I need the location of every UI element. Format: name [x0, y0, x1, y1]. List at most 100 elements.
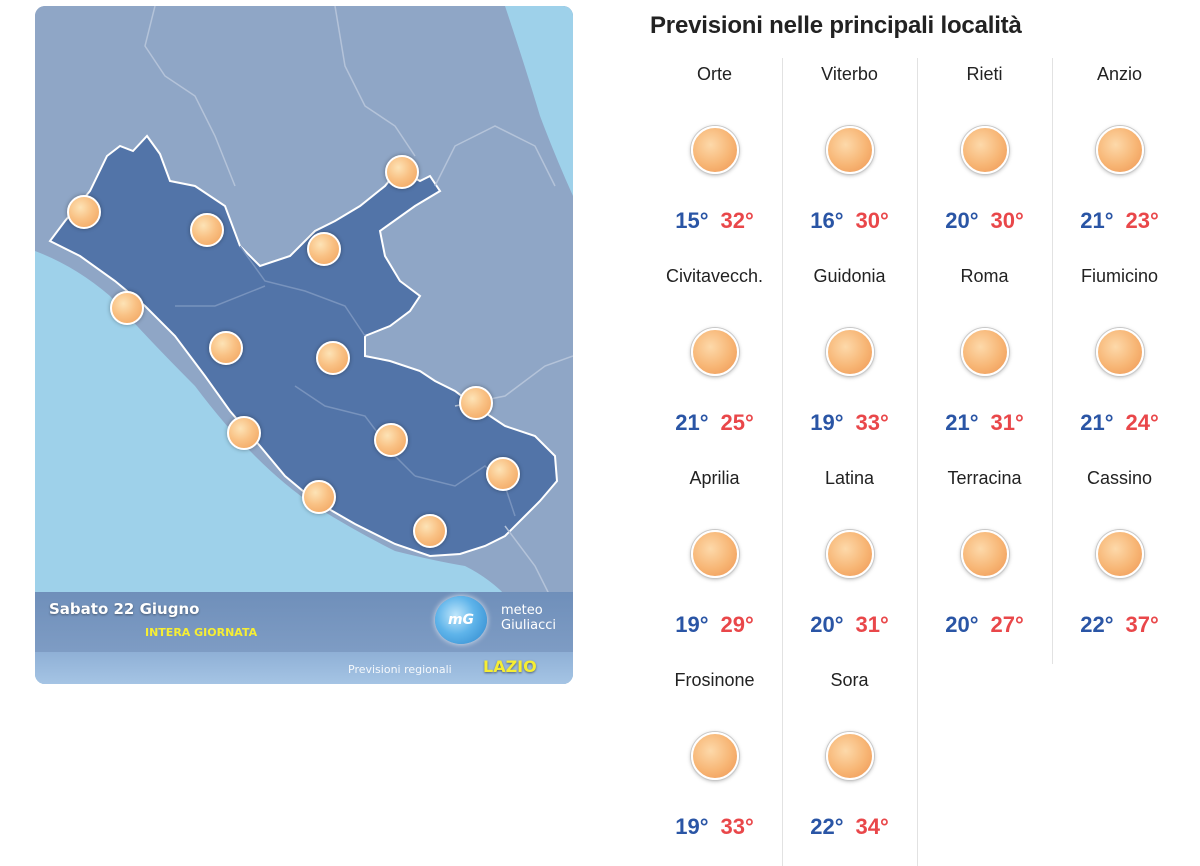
city-forecast-sora[interactable]: Sora 22° 34°	[782, 664, 918, 866]
sun-icon	[826, 732, 874, 780]
max-temperature: 27°	[990, 612, 1024, 637]
sun-icon	[826, 530, 874, 578]
max-temperature: 33°	[855, 410, 889, 435]
temperature-range: 21° 24°	[1052, 410, 1187, 436]
brand-logo[interactable]: mG	[435, 596, 487, 644]
region-border	[434, 125, 556, 187]
regional-forecast-label: Previsioni regionali	[348, 663, 452, 676]
sun-icon	[413, 514, 447, 548]
city-name: Civitavecch.	[665, 266, 764, 286]
min-temperature: 21°	[675, 410, 709, 435]
sun-icon	[1096, 126, 1144, 174]
city-forecast-guidonia[interactable]: Guidonia 19° 33°	[782, 260, 918, 462]
temperature-range: 21° 31°	[917, 410, 1052, 436]
sun-icon	[307, 232, 341, 266]
forecast-title: Previsioni nelle principali località	[650, 12, 1022, 39]
min-temperature: 21°	[1080, 208, 1114, 233]
city-forecast-civitavecchia[interactable]: Civitavecch. 21° 25°	[647, 260, 783, 462]
temperature-range: 19° 33°	[647, 814, 782, 840]
temperature-range: 15° 32°	[647, 208, 782, 234]
region-border	[334, 6, 416, 157]
city-forecast-rieti[interactable]: Rieti 20° 30°	[917, 58, 1053, 260]
city-name: Terracina	[947, 468, 1022, 488]
sun-icon	[691, 530, 739, 578]
province-border	[175, 285, 266, 307]
max-temperature: 31°	[855, 612, 889, 637]
max-temperature: 30°	[855, 208, 889, 233]
map-date: Sabato 22 Giugno	[49, 600, 200, 618]
sun-icon	[227, 416, 261, 450]
tyrrhenian-sea	[35, 251, 573, 684]
min-temperature: 22°	[1080, 612, 1114, 637]
region-border	[144, 6, 236, 187]
city-name: Sora	[830, 670, 869, 690]
brand-name-line1: meteo	[501, 603, 543, 618]
max-temperature: 31°	[990, 410, 1024, 435]
city-name: Fiumicino	[1080, 266, 1159, 286]
sun-icon	[691, 126, 739, 174]
sun-icon	[961, 530, 1009, 578]
sun-icon	[826, 126, 874, 174]
min-temperature: 16°	[810, 208, 844, 233]
sun-icon	[385, 155, 419, 189]
city-name: Viterbo	[821, 64, 878, 84]
max-temperature: 30°	[990, 208, 1024, 233]
temperature-range: 19° 33°	[782, 410, 917, 436]
sun-icon	[209, 331, 243, 365]
sun-icon	[190, 213, 224, 247]
city-name: Orte	[696, 64, 732, 84]
sun-icon	[374, 423, 408, 457]
brand-name-line2: Giuliacci	[501, 618, 557, 633]
max-temperature: 37°	[1125, 612, 1159, 637]
sun-icon	[961, 328, 1009, 376]
min-temperature: 19°	[675, 612, 709, 637]
city-forecast-anzio[interactable]: Anzio 21° 23°	[1052, 58, 1187, 260]
min-temperature: 15°	[675, 208, 709, 233]
sun-icon	[1096, 530, 1144, 578]
city-forecast-frosinone[interactable]: Frosinone 19° 33°	[647, 664, 783, 866]
sun-icon	[691, 328, 739, 376]
map-period: INTERA GIORNATA	[145, 626, 258, 639]
province-border	[239, 245, 366, 337]
max-temperature: 23°	[1125, 208, 1159, 233]
sun-icon	[459, 386, 493, 420]
province-border	[414, 465, 516, 517]
temperature-range: 21° 23°	[1052, 208, 1187, 234]
min-temperature: 21°	[945, 410, 979, 435]
city-name: Guidonia	[813, 266, 886, 286]
max-temperature: 29°	[720, 612, 754, 637]
temperature-range: 21° 25°	[647, 410, 782, 436]
city-forecast-orte[interactable]: Orte 15° 32°	[647, 58, 783, 260]
sun-icon	[316, 341, 350, 375]
city-name: Latina	[824, 468, 875, 488]
brand-name[interactable]: meteo Giuliacci	[501, 603, 556, 633]
city-name: Aprilia	[689, 468, 740, 488]
min-temperature: 20°	[945, 208, 979, 233]
province-border	[294, 385, 416, 477]
max-temperature: 33°	[720, 814, 754, 839]
city-forecast-terracina[interactable]: Terracina 20° 27°	[917, 462, 1053, 664]
city-name: Anzio	[1096, 64, 1143, 84]
city-forecast-roma[interactable]: Roma 21° 31°	[917, 260, 1053, 462]
min-temperature: 21°	[1080, 410, 1114, 435]
city-forecast-latina[interactable]: Latina 20° 31°	[782, 462, 918, 664]
city-name: Frosinone	[674, 670, 755, 690]
regional-map: Sabato 22 Giugno INTERA GIORNATA mG mete…	[35, 6, 573, 684]
city-name: Cassino	[1086, 468, 1153, 488]
city-forecast-aprilia[interactable]: Aprilia 19° 29°	[647, 462, 783, 664]
sun-icon	[486, 457, 520, 491]
min-temperature: 22°	[810, 814, 844, 839]
city-forecast-cassino[interactable]: Cassino 22° 37°	[1052, 462, 1187, 664]
temperature-range: 20° 27°	[917, 612, 1052, 638]
temperature-range: 22° 37°	[1052, 612, 1187, 638]
max-temperature: 24°	[1125, 410, 1159, 435]
city-forecast-viterbo[interactable]: Viterbo 16° 30°	[782, 58, 918, 260]
region-name: LAZIO	[483, 657, 537, 676]
max-temperature: 34°	[855, 814, 889, 839]
temperature-range: 19° 29°	[647, 612, 782, 638]
sun-icon	[110, 291, 144, 325]
city-forecast-fiumicino[interactable]: Fiumicino 21° 24°	[1052, 260, 1187, 462]
min-temperature: 20°	[945, 612, 979, 637]
city-name: Rieti	[966, 64, 1003, 84]
sun-icon	[302, 480, 336, 514]
